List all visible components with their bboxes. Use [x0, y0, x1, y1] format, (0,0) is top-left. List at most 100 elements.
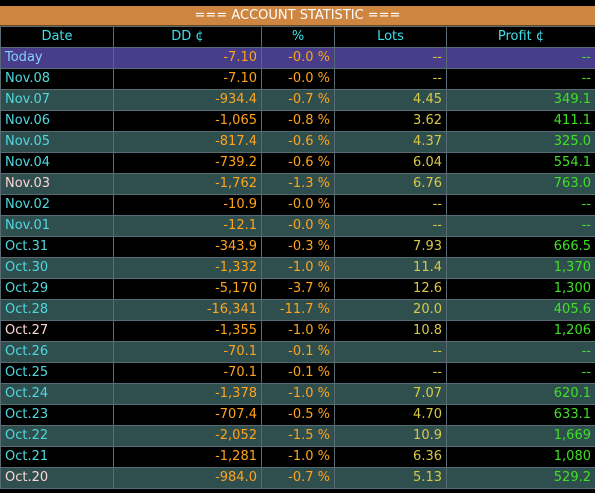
table-row: Nov.07 -934.4 -0.7 % 4.45 349.1	[0, 89, 595, 111]
row-lots: --	[334, 341, 447, 363]
row-percent: -0.0 %	[261, 68, 335, 90]
row-profit: --	[446, 362, 595, 384]
row-percent: -0.0 %	[261, 215, 335, 237]
row-date: Nov.08	[0, 68, 114, 90]
row-profit: 1,669	[446, 425, 595, 447]
row-date: Oct.21	[0, 446, 114, 468]
row-percent: -1.5 %	[261, 425, 335, 447]
row-lots: 4.37	[334, 131, 447, 153]
row-profit: 633.1	[446, 404, 595, 426]
table-row: Oct.23 -707.4 -0.5 % 4.70 633.1	[0, 404, 595, 426]
row-date: Oct.20	[0, 467, 114, 489]
table-row: Oct.31 -343.9 -0.3 % 7.93 666.5	[0, 236, 595, 258]
row-lots: --	[334, 362, 447, 384]
row-profit: 1,080	[446, 446, 595, 468]
table-row: Nov.05 -817.4 -0.6 % 4.37 325.0	[0, 131, 595, 153]
row-dd: -984.0	[113, 467, 262, 489]
row-profit: 1,370	[446, 257, 595, 279]
header-date: Date	[0, 26, 114, 48]
row-percent: -11.7 %	[261, 299, 335, 321]
row-percent: -0.6 %	[261, 131, 335, 153]
row-lots: 7.07	[334, 383, 447, 405]
row-percent: -1.0 %	[261, 320, 335, 342]
row-percent: -1.0 %	[261, 446, 335, 468]
row-lots: 6.04	[334, 152, 447, 174]
row-lots: 4.70	[334, 404, 447, 426]
row-profit: 666.5	[446, 236, 595, 258]
row-dd: -12.1	[113, 215, 262, 237]
row-dd: -1,065	[113, 110, 262, 132]
table-row: Today -7.10 -0.0 % -- --	[0, 47, 595, 69]
row-profit: 554.1	[446, 152, 595, 174]
row-profit: 411.1	[446, 110, 595, 132]
row-dd: -10.9	[113, 194, 262, 216]
row-lots: --	[334, 194, 447, 216]
row-date: Nov.04	[0, 152, 114, 174]
table-row: Nov.01 -12.1 -0.0 % -- --	[0, 215, 595, 237]
row-lots: 6.76	[334, 173, 447, 195]
header-row: Date DD ¢ % Lots Profit ¢	[0, 26, 595, 48]
row-dd: -16,341	[113, 299, 262, 321]
row-percent: -3.7 %	[261, 278, 335, 300]
row-percent: -0.8 %	[261, 110, 335, 132]
row-date: Oct.26	[0, 341, 114, 363]
table-row: Oct.25 -70.1 -0.1 % -- --	[0, 362, 595, 384]
row-lots: --	[334, 68, 447, 90]
row-date: Oct.24	[0, 383, 114, 405]
table-row: Oct.20 -984.0 -0.7 % 5.13 529.2	[0, 467, 595, 489]
row-date: Nov.05	[0, 131, 114, 153]
row-percent: -0.6 %	[261, 152, 335, 174]
table-row: Oct.26 -70.1 -0.1 % -- --	[0, 341, 595, 363]
table-row: Nov.08 -7.10 -0.0 % -- --	[0, 68, 595, 90]
row-profit: 325.0	[446, 131, 595, 153]
row-lots: --	[334, 215, 447, 237]
table-row: Oct.27 -1,355 -1.0 % 10.8 1,206	[0, 320, 595, 342]
row-date: Oct.31	[0, 236, 114, 258]
row-date: Nov.01	[0, 215, 114, 237]
row-date: Oct.30	[0, 257, 114, 279]
row-profit: 763.0	[446, 173, 595, 195]
row-dd: -934.4	[113, 89, 262, 111]
row-percent: -1.3 %	[261, 173, 335, 195]
row-dd: -70.1	[113, 341, 262, 363]
row-date: Oct.29	[0, 278, 114, 300]
row-lots: 10.9	[334, 425, 447, 447]
row-date: Nov.07	[0, 89, 114, 111]
row-dd: -817.4	[113, 131, 262, 153]
panel-title: === ACCOUNT STATISTIC ===	[0, 6, 595, 26]
row-date: Oct.23	[0, 404, 114, 426]
row-lots: 12.6	[334, 278, 447, 300]
row-profit: --	[446, 68, 595, 90]
table-row: Oct.21 -1,281 -1.0 % 6.36 1,080	[0, 446, 595, 468]
row-dd: -707.4	[113, 404, 262, 426]
row-dd: -7.10	[113, 47, 262, 69]
row-date: Nov.03	[0, 173, 114, 195]
header-dd: DD ¢	[113, 26, 262, 48]
row-profit: --	[446, 215, 595, 237]
row-percent: -0.0 %	[261, 47, 335, 69]
table-row: Oct.22 -2,052 -1.5 % 10.9 1,669	[0, 425, 595, 447]
row-profit: 620.1	[446, 383, 595, 405]
row-lots: 11.4	[334, 257, 447, 279]
row-dd: -1,355	[113, 320, 262, 342]
row-profit: --	[446, 341, 595, 363]
row-dd: -70.1	[113, 362, 262, 384]
table-row: Oct.28 -16,341 -11.7 % 20.0 405.6	[0, 299, 595, 321]
row-profit: 529.2	[446, 467, 595, 489]
row-dd: -1,762	[113, 173, 262, 195]
table-row: Oct.30 -1,332 -1.0 % 11.4 1,370	[0, 257, 595, 279]
row-date: Oct.25	[0, 362, 114, 384]
header-profit: Profit ¢	[446, 26, 595, 48]
header-lots: Lots	[334, 26, 447, 48]
table-row: Oct.24 -1,378 -1.0 % 7.07 620.1	[0, 383, 595, 405]
row-percent: -0.1 %	[261, 341, 335, 363]
row-percent: -0.0 %	[261, 194, 335, 216]
row-date: Nov.06	[0, 110, 114, 132]
row-profit: --	[446, 194, 595, 216]
row-lots: 20.0	[334, 299, 447, 321]
row-profit: 1,206	[446, 320, 595, 342]
table-row: Nov.02 -10.9 -0.0 % -- --	[0, 194, 595, 216]
table-row: Nov.03 -1,762 -1.3 % 6.76 763.0	[0, 173, 595, 195]
row-dd: -739.2	[113, 152, 262, 174]
row-dd: -1,281	[113, 446, 262, 468]
